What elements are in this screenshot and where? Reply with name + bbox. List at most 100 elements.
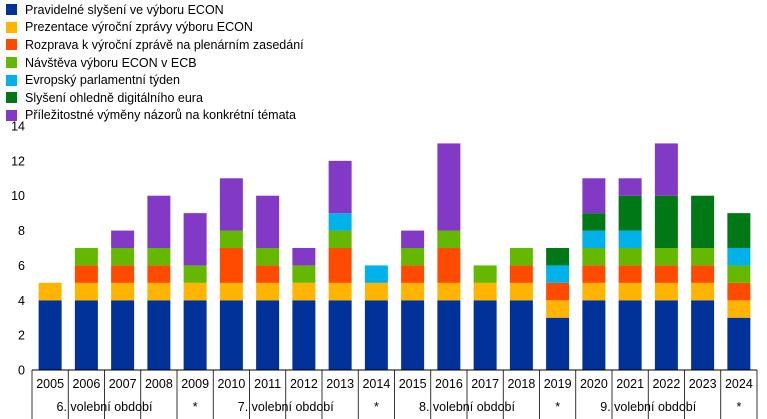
legend-item: Prezentace výroční zprávy výboru ECON	[6, 19, 304, 37]
bar-segment	[618, 300, 642, 370]
legend-swatch	[6, 92, 17, 104]
bar-segment	[691, 282, 715, 301]
legend-item: Pravidelné slyšení ve výboru ECON	[6, 1, 304, 19]
bar-segment	[546, 248, 570, 266]
x-tick-label: 2008	[145, 377, 173, 391]
bar-segment	[147, 195, 171, 248]
bar-segment	[509, 248, 533, 266]
period-label: *	[555, 400, 560, 414]
x-tick-label: 2017	[471, 377, 499, 391]
x-tick-label: 2019	[544, 377, 572, 391]
bar-segment	[219, 300, 243, 370]
legend-swatch	[6, 109, 17, 121]
x-tick-label: 2012	[290, 377, 318, 391]
bar-segment	[74, 248, 98, 266]
bar-segment	[364, 300, 388, 370]
bar-segment	[582, 178, 606, 214]
bar-segment	[74, 265, 98, 283]
bar-segment	[256, 282, 280, 301]
bar-segment	[618, 282, 642, 301]
x-tick-label: 2022	[652, 377, 680, 391]
bar-segment	[654, 300, 678, 370]
legend-item: Příležitostné výměny názorů na konkrétní…	[6, 107, 304, 125]
legend-label: Slyšení ohledně digitálního eura	[25, 90, 203, 105]
bar-segment	[473, 300, 497, 370]
bar-segment	[328, 213, 352, 231]
bar-segment	[74, 282, 98, 301]
bar-segment	[183, 265, 207, 283]
x-tick-label: 2015	[399, 377, 427, 391]
bar-segment	[654, 195, 678, 248]
bar-segment	[618, 195, 642, 231]
bar-segment	[509, 300, 533, 370]
bar-segment	[256, 265, 280, 283]
bar-segment	[364, 265, 388, 283]
x-tick-label: 2016	[435, 377, 463, 391]
legend-label: Evropský parlamentní týden	[25, 73, 180, 88]
bar-segment	[727, 317, 751, 370]
bar-segment	[509, 265, 533, 283]
bar-segment	[546, 317, 570, 370]
bar-segment	[546, 300, 570, 318]
bar-segment	[256, 248, 280, 266]
bar-segment	[147, 282, 171, 301]
bar-segment	[292, 265, 316, 283]
bar-segment	[401, 265, 425, 283]
bar-segment	[437, 230, 461, 248]
bar-segment	[219, 230, 243, 248]
bar-segment	[328, 248, 352, 283]
x-tick-label: 2005	[36, 377, 64, 391]
bar-segment	[437, 143, 461, 231]
period-label: 6. volební období	[57, 400, 153, 414]
bar-segment	[111, 282, 135, 301]
bar-segment	[183, 213, 207, 266]
bar-segment	[328, 160, 352, 214]
bar-segment	[328, 300, 352, 370]
y-tick-label: 4	[18, 294, 25, 308]
bar-segment	[111, 300, 135, 370]
period-label: *	[193, 400, 198, 414]
chart-legend: Pravidelné slyšení ve výboru ECON Prezent…	[6, 1, 304, 124]
bar-segment	[364, 282, 388, 301]
bar-segment	[654, 265, 678, 283]
bar-segment	[401, 230, 425, 248]
period-label: 8. volební období	[419, 400, 515, 414]
bar-segment	[727, 300, 751, 318]
bar-segment	[727, 265, 751, 283]
bar-segment	[437, 282, 461, 301]
x-tick-label: 2006	[72, 377, 100, 391]
bar-segment	[473, 265, 497, 283]
bar-segment	[111, 230, 135, 248]
x-tick-label: 2010	[217, 377, 245, 391]
bar-segment	[727, 213, 751, 248]
bar-segment	[618, 248, 642, 266]
y-tick-label: 10	[11, 189, 25, 203]
bar-segment	[582, 248, 606, 266]
bar-segment	[38, 300, 62, 370]
bar-segment	[618, 265, 642, 283]
x-tick-label: 2011	[254, 377, 281, 391]
bar-segment	[691, 248, 715, 266]
bar-segment	[727, 248, 751, 266]
bar-segment	[618, 178, 642, 196]
bar-segment	[111, 248, 135, 266]
bar-segment	[147, 300, 171, 370]
y-tick-label: 14	[11, 120, 25, 134]
bar-segment	[582, 213, 606, 231]
bar-segment	[292, 282, 316, 301]
y-tick-label: 0	[18, 364, 25, 378]
bar-segment	[256, 195, 280, 248]
legend-label: Návštěva výboru ECON v ECB	[25, 55, 197, 70]
bar-segment	[582, 230, 606, 248]
legend-swatch	[6, 21, 17, 33]
legend-swatch	[6, 74, 17, 86]
bar-segment	[328, 282, 352, 301]
bar-segment	[582, 265, 606, 283]
bar-segment	[74, 300, 98, 370]
bar-segment	[691, 300, 715, 370]
bar-segment	[582, 282, 606, 301]
period-label: 7. volební období	[238, 400, 334, 414]
bar-segment	[582, 300, 606, 370]
bar-segment	[437, 300, 461, 370]
